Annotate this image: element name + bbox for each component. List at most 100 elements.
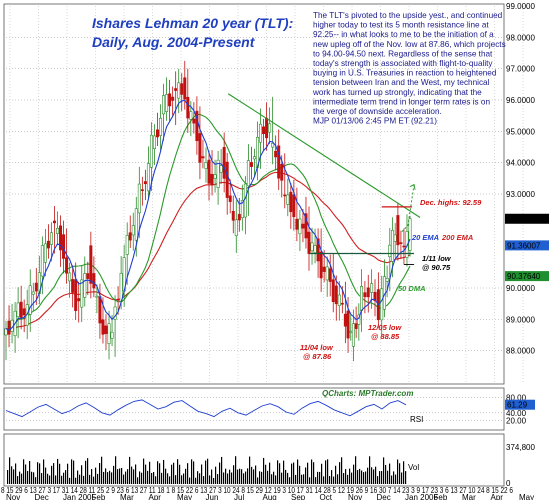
volume-bar-38 (83, 475, 85, 484)
candle-body-31 (98, 296, 102, 324)
volume-bar-93 (193, 461, 195, 484)
chart-overlays (227, 93, 421, 265)
commentary-line-4: to 94.00-94.50 next. Regardless of the s… (313, 49, 493, 58)
y-tick-label-1: 97.0000 (506, 65, 535, 74)
resistance-trendline (227, 93, 421, 218)
candle-body-68 (210, 173, 214, 186)
volume-bar-2 (11, 466, 13, 484)
volume-bar-69 (145, 464, 147, 484)
y-tick-label-4: 94.0000 (506, 159, 535, 168)
volume-bar-83 (173, 462, 175, 484)
volume-bar-147 (301, 474, 303, 484)
candle-body-33 (104, 325, 108, 334)
x-month-15: Feb (434, 493, 448, 500)
projection-arrow (401, 184, 415, 232)
volume-bar-40 (87, 458, 89, 484)
volume-bar-9 (25, 464, 27, 484)
candle-body-26 (83, 273, 87, 298)
x-month-11: Oct (320, 493, 333, 500)
jan11-low-value: @ 90.75 (422, 263, 451, 272)
x-month-18: May (519, 493, 534, 500)
volume-bar-155 (317, 471, 319, 484)
volume-bar-119 (245, 471, 247, 484)
candle-body-114 (349, 330, 353, 333)
candle-body-13 (43, 243, 47, 263)
volume-bar-74 (155, 476, 157, 484)
volume-bar-104 (215, 466, 217, 484)
volume-bar-108 (223, 472, 225, 484)
volume-bar-91 (189, 477, 191, 484)
candle-body-84 (259, 123, 263, 143)
volume-bar-113 (233, 465, 235, 484)
x-month-16: Mar (462, 493, 476, 500)
candle-body-41 (128, 232, 132, 241)
candle-body-85 (262, 126, 266, 134)
volume-bar-86 (179, 464, 181, 484)
volume-bar-156 (319, 471, 321, 484)
volume-bar-101 (209, 475, 211, 484)
volume-bar-165 (337, 474, 339, 484)
price-tag-bg-1 (505, 240, 549, 251)
volume-bar-124 (255, 465, 257, 484)
volume-bar-174 (355, 456, 357, 484)
volume-bar-114 (235, 456, 237, 484)
volume-bar-94 (195, 477, 197, 484)
volume-bar-78 (163, 459, 165, 484)
candle-body-19 (62, 234, 66, 259)
volume-bar-125 (257, 477, 259, 484)
volume-bar-117 (241, 469, 243, 484)
volume-bar-12 (31, 471, 33, 484)
volume-bar-135 (277, 460, 279, 484)
candle-body-106 (325, 266, 329, 281)
volume-bar-159 (325, 460, 327, 484)
dec05-low-value: @ 88.85 (371, 332, 400, 341)
volume-bar-85 (177, 459, 179, 484)
candle-body-99 (304, 213, 308, 239)
candle-body-86 (265, 117, 269, 139)
y-tick-label-8: 88.0000 (506, 347, 535, 356)
candle-body-53 (165, 94, 169, 112)
candle-body-102 (313, 245, 317, 254)
candle-body-112 (343, 313, 347, 327)
volume-bar-148 (303, 474, 305, 484)
volume-bar-43 (93, 476, 95, 484)
y-tick-label-3: 95.0000 (506, 127, 535, 136)
volume-bar-126 (259, 471, 261, 484)
candle-body-36 (113, 306, 117, 320)
volume-bar-138 (283, 460, 285, 484)
volume-bar-17 (41, 473, 43, 484)
candle-body-116 (354, 323, 358, 329)
volume-bar-186 (379, 471, 381, 484)
x-month-5: Apr (149, 493, 162, 500)
candle-body-131 (399, 242, 403, 244)
ema-200-label: 200 EMA (441, 233, 473, 242)
commentary-line-7: tension between Iran and the West, my te… (313, 78, 490, 87)
candle-body-30 (95, 295, 99, 298)
chart-title-line1: Ishares Lehman 20 year (TLT): (92, 15, 293, 31)
ema-20-line (5, 99, 411, 331)
volume-bar-16 (39, 463, 41, 484)
x-axis-days: 8 15 29 6 13 27 3 17 31 14 28 11 25 2 9 … (1, 486, 513, 495)
volume-bar-170 (347, 474, 349, 484)
volume-bar-52 (111, 472, 113, 484)
volume-bar-84 (175, 475, 177, 484)
volume-bar-106 (219, 462, 221, 484)
volume-bar-199 (405, 471, 407, 484)
candle-body-63 (195, 110, 199, 142)
price-tag-1: 91.36007 (507, 241, 541, 250)
candle-body-51 (159, 117, 163, 136)
candle-body-29 (92, 273, 96, 289)
candle-body-34 (107, 323, 111, 344)
candle-body-10 (34, 282, 38, 292)
candle-body-118 (360, 285, 364, 311)
price-tag-bg-0 (505, 213, 549, 224)
volume-bar-53 (113, 465, 115, 484)
candle-body-23 (74, 279, 78, 312)
volume-bar-32 (71, 459, 73, 484)
candle-body-90 (277, 145, 281, 179)
volume-tick-max: 374,800 (506, 443, 535, 452)
volume-bar-27 (61, 475, 63, 484)
volume-bar-153 (313, 462, 315, 484)
volume-bar-64 (135, 464, 137, 484)
